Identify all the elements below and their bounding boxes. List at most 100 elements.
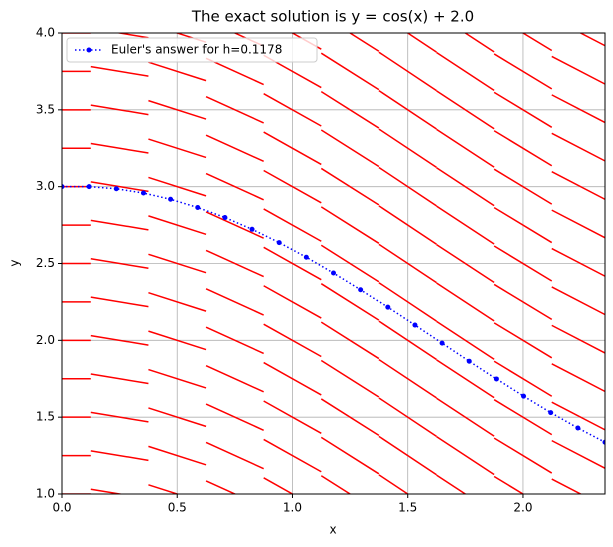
slope-segment	[320, 398, 380, 437]
slope-segment	[205, 364, 264, 393]
series-point	[168, 196, 174, 202]
slope-segment	[90, 296, 149, 308]
slope-segment	[493, 360, 553, 397]
series-point	[303, 254, 309, 260]
series-point	[195, 205, 201, 211]
series-point	[412, 322, 418, 328]
slope-segment	[90, 373, 149, 385]
slope-segment	[406, 33, 437, 53]
slope-segment	[205, 403, 264, 431]
y-tick-label: 1.5	[36, 410, 55, 424]
slope-segment	[493, 399, 553, 436]
series-point	[466, 358, 472, 364]
slope-segment	[320, 206, 380, 244]
series-point	[385, 304, 391, 310]
slope-segment	[551, 324, 605, 354]
slope-segment	[551, 363, 605, 393]
slope-segment	[551, 286, 605, 316]
series-point	[62, 184, 65, 190]
slope-segment	[320, 436, 380, 475]
slope-segment	[436, 243, 495, 284]
slope-segment	[551, 94, 605, 124]
slope-segment	[148, 61, 207, 82]
slope-segment	[90, 450, 149, 462]
series-point	[548, 410, 554, 416]
slope-segment	[148, 484, 180, 494]
slope-segment	[436, 359, 495, 399]
slope-segment	[320, 52, 380, 91]
slope-segment	[90, 258, 149, 269]
slope-segment	[436, 205, 495, 245]
slope-segment	[551, 171, 605, 201]
slope-segment	[493, 437, 553, 474]
slope-segment	[436, 436, 495, 476]
series-point	[113, 186, 119, 192]
y-tick-label: 4.0	[36, 26, 55, 40]
series-point	[493, 376, 499, 382]
slope-segment	[436, 128, 495, 168]
series-point	[140, 190, 146, 196]
series-point	[276, 240, 282, 246]
series-point	[521, 393, 527, 399]
slope-segment	[263, 93, 322, 127]
y-axis-label: y	[8, 259, 22, 266]
slope-segment	[205, 134, 264, 163]
slope-segment	[378, 243, 437, 284]
slope-segment	[90, 411, 149, 423]
slope-segment	[378, 90, 437, 130]
series-point	[222, 215, 228, 221]
slope-segment	[263, 438, 322, 473]
slope-segment	[493, 206, 553, 244]
slope-segment	[205, 480, 237, 494]
slope-segment	[493, 53, 553, 90]
slope-segment	[493, 245, 553, 282]
slope-segment	[320, 475, 352, 494]
y-tick-label: 1.0	[36, 487, 55, 501]
slope-segment	[320, 359, 380, 398]
series-point	[602, 439, 605, 445]
slope-segment	[436, 397, 495, 437]
slope-segment	[90, 334, 149, 346]
slope-segment	[263, 246, 322, 281]
slope-segment	[205, 441, 264, 470]
slope-segment	[263, 361, 322, 396]
slope-segment	[436, 167, 495, 207]
slope-segment	[493, 322, 553, 359]
chart-title: The exact solution is y = cos(x) + 2.0	[191, 8, 474, 26]
slope-segment	[263, 285, 322, 319]
slope-segment	[436, 474, 467, 494]
slope-segment	[378, 205, 437, 245]
slope-segment	[148, 215, 207, 236]
axes: 0.0 0.5 1.0 1.5 2.0 1.0 1.5 2.0 2.5 3.0 3.5 4.0	[36, 26, 533, 515]
slope-segment	[90, 488, 125, 494]
slope-segment	[148, 291, 207, 312]
slope-segment	[436, 282, 495, 322]
slope-segment	[378, 51, 437, 92]
slope-segment	[148, 176, 207, 197]
series-layer	[62, 184, 605, 445]
series-point	[575, 425, 581, 431]
slope-segment	[263, 477, 295, 494]
slope-segment	[263, 208, 322, 242]
slope-segment	[551, 401, 605, 431]
slope-segment	[551, 55, 605, 85]
slope-segment	[493, 130, 553, 167]
slope-segment	[148, 253, 207, 274]
slope-segment	[205, 211, 264, 239]
legend-marker	[86, 47, 92, 53]
slope-segment	[320, 90, 380, 129]
slope-segment	[378, 358, 437, 399]
slope-segment	[378, 474, 410, 494]
slope-segment	[148, 99, 207, 120]
x-axis-label: x	[329, 523, 336, 537]
slope-segment	[205, 57, 264, 86]
slope-segment	[493, 475, 525, 494]
slope-segment	[148, 368, 207, 389]
slope-segment	[378, 166, 437, 207]
slope-segment	[493, 91, 553, 128]
slope-segment	[148, 407, 207, 428]
slope-segment	[320, 321, 380, 360]
legend-label: Euler's answer for h=0.1178	[111, 43, 282, 57]
slope-segment	[90, 65, 149, 77]
